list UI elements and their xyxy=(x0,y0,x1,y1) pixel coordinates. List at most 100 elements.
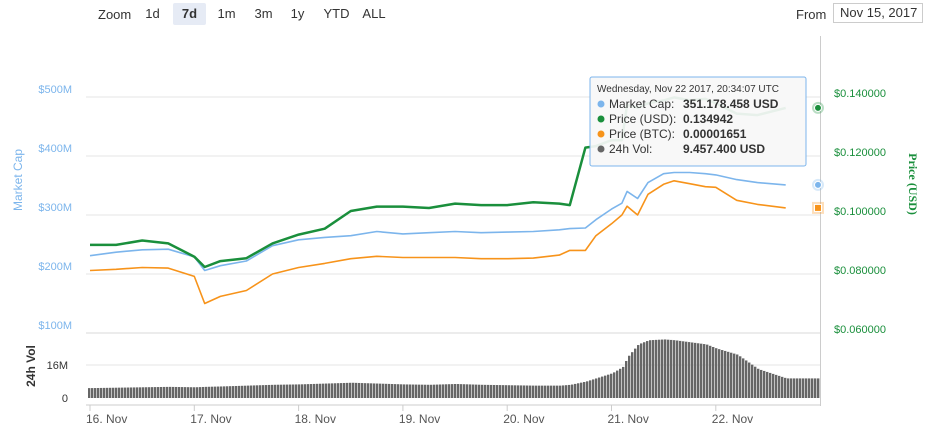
volume-bar xyxy=(415,384,418,398)
volume-bar xyxy=(268,384,271,398)
volume-bar xyxy=(700,343,703,398)
volume-bar xyxy=(598,377,601,398)
volume-bar xyxy=(721,350,724,398)
volume-bar xyxy=(157,387,160,398)
volume-bar xyxy=(295,384,298,398)
from-date-input[interactable]: Nov 15, 2017 xyxy=(833,3,923,23)
volume-bar xyxy=(799,378,802,398)
volume-bar xyxy=(619,368,622,398)
volume-bar xyxy=(394,384,397,398)
volume-bar xyxy=(577,383,580,398)
volume-bar xyxy=(367,383,370,398)
volume-bar xyxy=(160,386,163,398)
volume-bar xyxy=(274,384,277,398)
volume-bar xyxy=(724,350,727,398)
volume-bar xyxy=(358,382,361,398)
volume-bar xyxy=(547,385,550,398)
zoom-all-button[interactable]: ALL xyxy=(362,6,386,21)
volume-bar xyxy=(391,384,394,398)
volume-bar xyxy=(595,378,598,398)
volume-bar xyxy=(571,384,574,398)
right-axis-title: Price (USD) xyxy=(906,153,920,215)
zoom-1y-button[interactable]: 1y xyxy=(290,6,305,21)
volume-bar xyxy=(181,387,184,398)
left-axis-tick: $100M xyxy=(38,320,72,332)
volume-bar xyxy=(670,339,673,398)
volume-bar xyxy=(688,342,691,398)
volume-bar xyxy=(589,380,592,398)
volume-bar xyxy=(562,385,565,398)
volume-bar xyxy=(634,348,637,398)
volume-bar xyxy=(325,383,328,398)
tooltip-price-usd-value: 0.134942 xyxy=(683,112,733,126)
volume-bar xyxy=(88,388,91,398)
volume-bar xyxy=(346,382,349,398)
volume-bar xyxy=(430,384,433,398)
volume-bar xyxy=(139,387,142,398)
volume-bar xyxy=(709,345,712,398)
volume-bar xyxy=(580,382,583,398)
volume-bar xyxy=(625,360,628,398)
right-axis-line xyxy=(820,36,821,406)
volume-bar xyxy=(163,386,166,398)
volume-bar xyxy=(655,339,658,398)
zoom-3m-button[interactable]: 3m xyxy=(254,6,273,21)
volume-bar xyxy=(373,383,376,398)
tooltip-price-usd-dot xyxy=(597,115,605,123)
zoom-1d-button[interactable]: 1d xyxy=(145,6,160,21)
volume-bar xyxy=(466,384,469,398)
volume-bar xyxy=(682,341,685,398)
series-line-market-cap xyxy=(89,171,786,272)
volume-bar xyxy=(736,354,739,398)
tooltip-volume-label: 24h Vol: xyxy=(609,142,652,156)
volume-bar xyxy=(109,387,112,398)
x-tick-label: 17. Nov xyxy=(190,412,231,426)
zoom-ytd-button[interactable]: YTD xyxy=(323,6,350,21)
volume-bar xyxy=(94,388,97,398)
volume-bar xyxy=(475,384,478,398)
volume-bar xyxy=(787,378,790,398)
volume-bar xyxy=(754,366,757,398)
x-tick-label: 21. Nov xyxy=(608,412,649,426)
range-selector: Zoom 1d 7d 1m 3m 1y YTD ALL From Nov 15,… xyxy=(0,0,926,30)
from-label: From xyxy=(796,7,827,22)
volume-bar xyxy=(565,385,568,398)
volume-bar xyxy=(349,382,352,398)
volume-bar xyxy=(652,340,655,398)
zoom-1m-button[interactable]: 1m xyxy=(217,6,236,21)
volume-bar xyxy=(355,382,358,398)
left-axis-tick: $400M xyxy=(38,143,72,155)
volume-bar xyxy=(583,382,586,398)
volume-bar xyxy=(334,383,337,398)
volume-bar xyxy=(244,385,247,398)
volume-bar xyxy=(253,385,256,398)
volume-bar xyxy=(808,378,811,398)
volume-bar xyxy=(205,386,208,398)
volume-bar xyxy=(196,387,199,398)
x-tick-label: 18. Nov xyxy=(295,412,336,426)
volume-bar xyxy=(544,385,547,398)
volume-bar xyxy=(691,342,694,398)
volume-bar xyxy=(208,386,211,398)
volume-bar xyxy=(517,385,520,398)
tooltip-market-cap-dot xyxy=(597,100,605,108)
volume-bar xyxy=(496,385,499,398)
volume-bar xyxy=(664,339,667,398)
volume-bar xyxy=(715,348,718,398)
zoom-7d-button[interactable]: 7d xyxy=(173,3,206,25)
volume-bar xyxy=(604,375,607,398)
volume-bar xyxy=(538,385,541,398)
tooltip-market-cap-label: Market Cap: xyxy=(609,97,674,111)
volume-bar xyxy=(406,384,409,398)
x-tick-label: 20. Nov xyxy=(503,412,544,426)
volume-bar xyxy=(151,387,154,398)
volume-bar xyxy=(778,375,781,398)
volume-bar xyxy=(499,385,502,398)
volume-bar xyxy=(283,384,286,398)
volume-bar xyxy=(532,385,535,398)
volume-bar xyxy=(757,368,760,398)
volume-bar xyxy=(553,385,556,398)
volume-bar xyxy=(457,384,460,398)
volume-bar xyxy=(649,340,652,398)
volume-bar xyxy=(442,384,445,398)
